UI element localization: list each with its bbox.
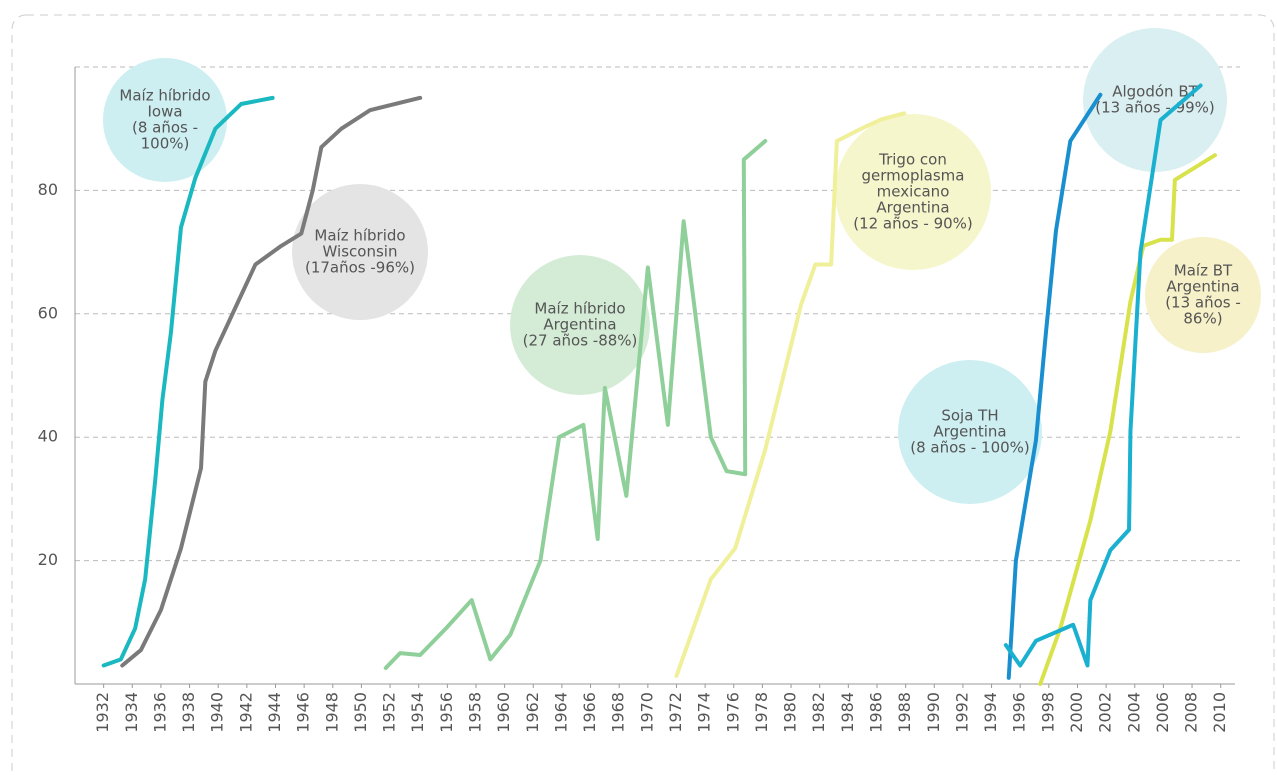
x-tick-label: 1952	[380, 692, 399, 733]
x-tick-label: 1940	[208, 692, 227, 733]
x-tick-label: 1944	[265, 692, 284, 733]
x-tick-label: 1962	[523, 692, 542, 733]
legend-label: (13 años - 99%)	[1095, 99, 1215, 117]
series-line	[1038, 153, 1217, 686]
legend-label: mexicano	[877, 183, 950, 201]
x-tick-label: 1978	[752, 692, 771, 733]
bubble	[103, 58, 227, 182]
series-line	[101, 95, 275, 668]
bubble	[1083, 28, 1227, 172]
bubble	[1145, 237, 1261, 353]
frame	[11, 14, 1275, 775]
x-tick-label: 1974	[695, 692, 714, 733]
x-tick-label: 1964	[551, 692, 570, 733]
x-tick-label: 1966	[580, 692, 599, 733]
y-tick-label: 60	[38, 303, 58, 322]
x-tick-label: 1960	[494, 692, 513, 733]
x-tick-label: 1958	[465, 692, 484, 733]
x-tick-label: 2008	[1182, 692, 1201, 733]
x-tick-label: 1950	[351, 692, 370, 733]
legend-label: Argentina	[1166, 278, 1239, 296]
legend-label: Maíz híbrido	[534, 300, 625, 318]
legend-label: Wisconsin	[323, 243, 398, 261]
legend-label: (13 años -	[1165, 294, 1241, 312]
legend-label: 100%)	[141, 135, 190, 153]
x-tick-label: 2002	[1096, 692, 1115, 733]
x-tick-label: 1996	[1010, 692, 1029, 733]
y-tick-label: 80	[38, 180, 58, 199]
x-tick-label: 1998	[1038, 692, 1057, 733]
bubble	[835, 114, 991, 270]
legend-label: Trigo con	[878, 151, 947, 169]
series-line	[674, 111, 907, 678]
x-tick-label: 1976	[723, 692, 742, 733]
bubble	[510, 255, 650, 395]
legend-label: Maíz híbrido	[314, 227, 405, 245]
legend-label: Maíz híbrido	[119, 87, 210, 105]
legend-label: (12 años - 90%)	[853, 215, 973, 233]
legend-label: Argentina	[876, 199, 949, 217]
x-tick-label: 1948	[322, 692, 341, 733]
legend-label: Soja TH	[941, 407, 998, 425]
series-line	[1003, 83, 1203, 668]
x-tick-label: 1992	[952, 692, 971, 733]
legend-label: Algodón BT	[1112, 83, 1198, 101]
legend-label: 86%)	[1183, 310, 1222, 328]
x-tick-label: 1932	[93, 692, 112, 733]
legend-label: (8 años -	[132, 119, 198, 137]
y-tick-label: 20	[38, 550, 58, 569]
legend-label: Iowa	[147, 103, 182, 121]
x-tick-label: 1984	[838, 692, 857, 733]
x-tick-label: 2004	[1124, 692, 1143, 733]
x-tick-label: 1936	[150, 692, 169, 733]
x-tick-label: 2010	[1210, 692, 1229, 733]
x-tick-label: 1982	[809, 692, 828, 733]
x-tick-label: 1968	[609, 692, 628, 733]
x-tick-label: 1988	[895, 692, 914, 733]
x-tick-label: 1956	[437, 692, 456, 733]
legend-label: (17años -96%)	[305, 259, 415, 277]
y-tick-label: 40	[38, 427, 58, 446]
legend-label: germoplasma	[862, 167, 965, 185]
x-tick-label: 1972	[666, 692, 685, 733]
series-line	[383, 139, 768, 670]
x-tick-label: 1980	[781, 692, 800, 733]
x-tick-label: 1970	[637, 692, 656, 733]
x-tick-label: 1954	[408, 692, 427, 733]
bubble	[898, 360, 1042, 504]
x-tick-label: 2000	[1067, 692, 1086, 733]
x-tick-label: 1990	[924, 692, 943, 733]
x-tick-label: 1946	[294, 692, 313, 733]
x-tick-label: 1942	[236, 692, 255, 733]
series-line	[1006, 92, 1103, 680]
x-tick-label: 2006	[1153, 692, 1172, 733]
series-line	[120, 95, 423, 668]
legend-label: Maíz BT	[1174, 262, 1233, 280]
legend-label: (27 años -88%)	[523, 332, 638, 350]
x-tick-label: 1934	[122, 692, 141, 733]
x-tick-label: 1938	[179, 692, 198, 733]
x-tick-label: 1994	[981, 692, 1000, 733]
x-tick-label: 1986	[866, 692, 885, 733]
legend-label: Argentina	[543, 316, 616, 334]
bubble	[292, 184, 428, 320]
legend-label: (8 años - 100%)	[910, 439, 1030, 457]
legend-label: Argentina	[933, 423, 1006, 441]
